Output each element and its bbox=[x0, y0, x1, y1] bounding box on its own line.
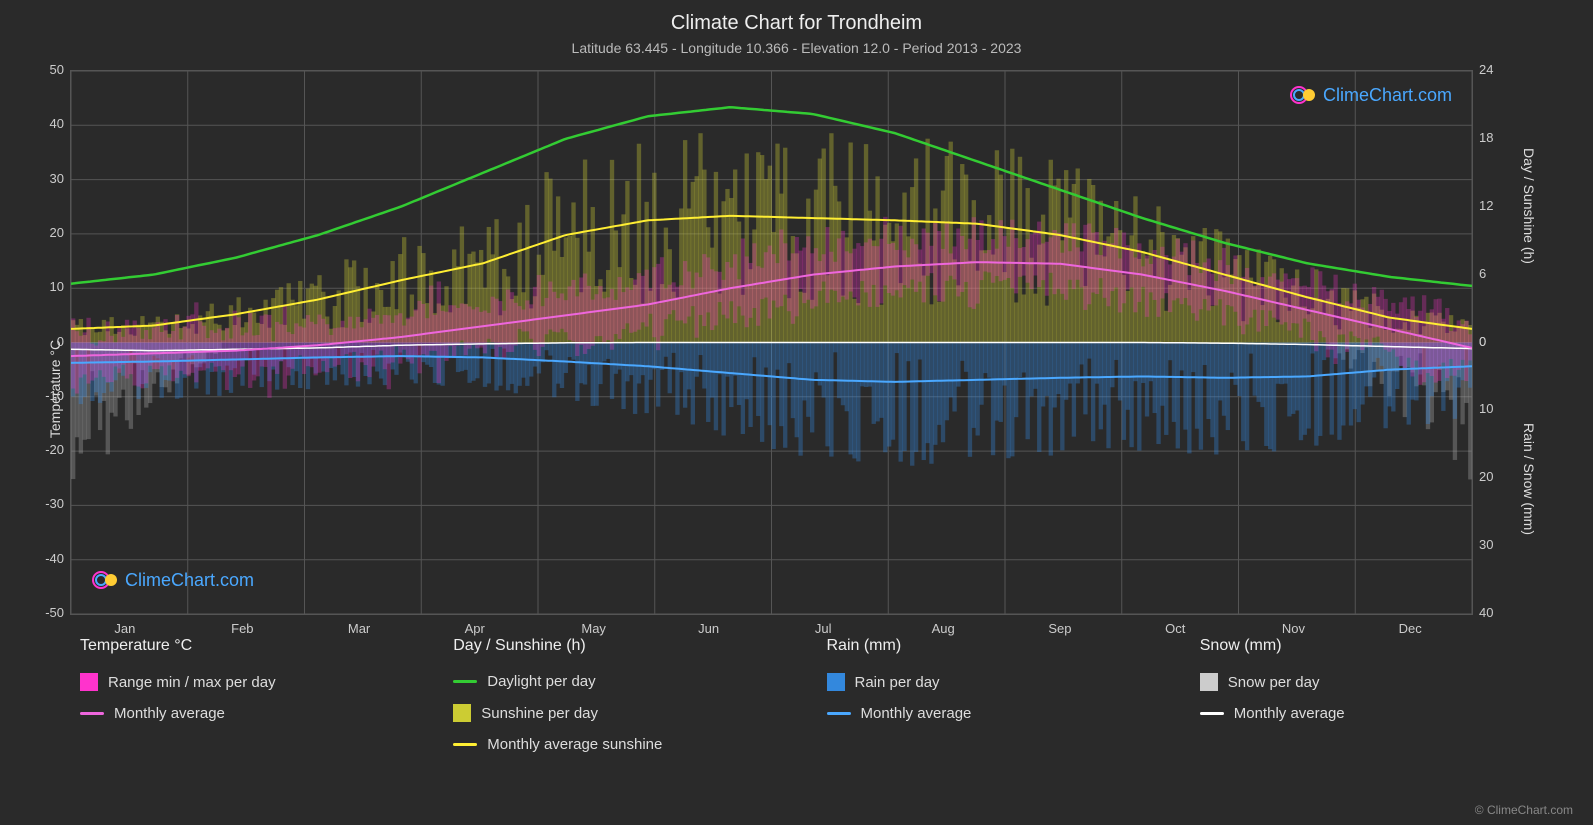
legend-swatch-icon bbox=[827, 673, 845, 691]
legend-item: Rain per day bbox=[827, 673, 1160, 691]
legend-swatch-icon bbox=[1200, 673, 1218, 691]
logo-icon bbox=[91, 566, 119, 594]
plot-svg bbox=[71, 71, 1472, 614]
left-tick: 30 bbox=[50, 171, 64, 186]
watermark-text: ClimeChart.com bbox=[1323, 85, 1452, 106]
left-tick: 50 bbox=[50, 62, 64, 77]
copyright-text: © ClimeChart.com bbox=[1475, 803, 1573, 817]
right-bottom-tick: 0 bbox=[1479, 334, 1486, 349]
left-tick: -10 bbox=[45, 388, 64, 403]
right-bottom-tick: 10 bbox=[1479, 401, 1493, 416]
right-top-tick: 18 bbox=[1479, 130, 1493, 145]
legend-item: Range min / max per day bbox=[80, 673, 413, 691]
chart-title: Climate Chart for Trondheim bbox=[0, 12, 1593, 35]
left-tick: -20 bbox=[45, 442, 64, 457]
logo-icon bbox=[1289, 81, 1317, 109]
legend-label: Sunshine per day bbox=[481, 705, 598, 722]
left-tick: 20 bbox=[50, 225, 64, 240]
legend-column: Snow (mm) Snow per day Monthly average bbox=[1200, 637, 1533, 807]
legend-column: Temperature °C Range min / max per day Mon… bbox=[80, 637, 413, 807]
right-bottom-tick: 20 bbox=[1479, 469, 1493, 484]
legend-item: Monthly average bbox=[80, 705, 413, 722]
right-bottom-tick: 40 bbox=[1479, 605, 1493, 620]
legend-label: Daylight per day bbox=[487, 673, 595, 690]
legend-swatch-icon bbox=[80, 673, 98, 691]
legend-line-icon bbox=[827, 712, 851, 715]
watermark-bottom: ClimeChart.com bbox=[91, 566, 254, 594]
legend-label: Snow per day bbox=[1228, 674, 1320, 691]
right-top-tick: 12 bbox=[1479, 198, 1493, 213]
chart-subtitle: Latitude 63.445 - Longitude 10.366 - Ele… bbox=[0, 40, 1593, 56]
right-top-tick: 6 bbox=[1479, 266, 1486, 281]
legend-item: Snow per day bbox=[1200, 673, 1533, 691]
chart-container: Climate Chart for Trondheim Latitude 63.… bbox=[0, 0, 1593, 825]
left-tick: 0 bbox=[57, 334, 64, 349]
left-tick: -50 bbox=[45, 605, 64, 620]
watermark-top: ClimeChart.com bbox=[1289, 81, 1452, 109]
x-tick: Sep bbox=[1048, 621, 1071, 636]
right-bottom-tick: 30 bbox=[1479, 537, 1493, 552]
legend-line-icon bbox=[453, 743, 477, 746]
legend-item: Monthly average sunshine bbox=[453, 736, 786, 753]
left-tick: -30 bbox=[45, 496, 64, 511]
legend-item: Monthly average bbox=[1200, 705, 1533, 722]
plot-area: ClimeChart.com ClimeChart.com bbox=[70, 70, 1473, 615]
x-tick: Jun bbox=[698, 621, 719, 636]
legend-header: Temperature °C bbox=[80, 637, 413, 655]
legend-line-icon bbox=[80, 712, 104, 715]
legend-header: Rain (mm) bbox=[827, 637, 1160, 655]
left-tick: 40 bbox=[50, 116, 64, 131]
x-tick: May bbox=[581, 621, 606, 636]
legend-label: Range min / max per day bbox=[108, 674, 276, 691]
legend-label: Monthly average bbox=[114, 705, 225, 722]
legend-line-icon bbox=[1200, 712, 1224, 715]
left-tick: -40 bbox=[45, 551, 64, 566]
x-tick: Feb bbox=[231, 621, 253, 636]
right-top-tick: 24 bbox=[1479, 62, 1493, 77]
legend-label: Monthly average bbox=[861, 705, 972, 722]
x-tick: Aug bbox=[932, 621, 955, 636]
legend: Temperature °C Range min / max per day Mon… bbox=[80, 637, 1533, 807]
x-tick: Nov bbox=[1282, 621, 1305, 636]
legend-label: Monthly average sunshine bbox=[487, 736, 662, 753]
legend-item: Sunshine per day bbox=[453, 704, 786, 722]
y-axis-right-top-label: Day / Sunshine (h) bbox=[1521, 148, 1537, 264]
legend-label: Rain per day bbox=[855, 674, 940, 691]
legend-label: Monthly average bbox=[1234, 705, 1345, 722]
legend-column: Rain (mm) Rain per day Monthly average bbox=[827, 637, 1160, 807]
x-tick: Dec bbox=[1399, 621, 1422, 636]
legend-item: Daylight per day bbox=[453, 673, 786, 690]
watermark-text: ClimeChart.com bbox=[125, 570, 254, 591]
x-tick: Jan bbox=[114, 621, 135, 636]
x-tick: Oct bbox=[1165, 621, 1185, 636]
legend-header: Snow (mm) bbox=[1200, 637, 1533, 655]
x-tick: Jul bbox=[815, 621, 832, 636]
left-tick: 10 bbox=[50, 279, 64, 294]
legend-header: Day / Sunshine (h) bbox=[453, 637, 786, 655]
legend-line-icon bbox=[453, 680, 477, 683]
x-tick: Mar bbox=[348, 621, 370, 636]
x-tick: Apr bbox=[465, 621, 485, 636]
legend-column: Day / Sunshine (h) Daylight per day Sunshi… bbox=[453, 637, 786, 807]
legend-item: Monthly average bbox=[827, 705, 1160, 722]
legend-swatch-icon bbox=[453, 704, 471, 722]
y-axis-right-bottom-label: Rain / Snow (mm) bbox=[1521, 422, 1537, 534]
